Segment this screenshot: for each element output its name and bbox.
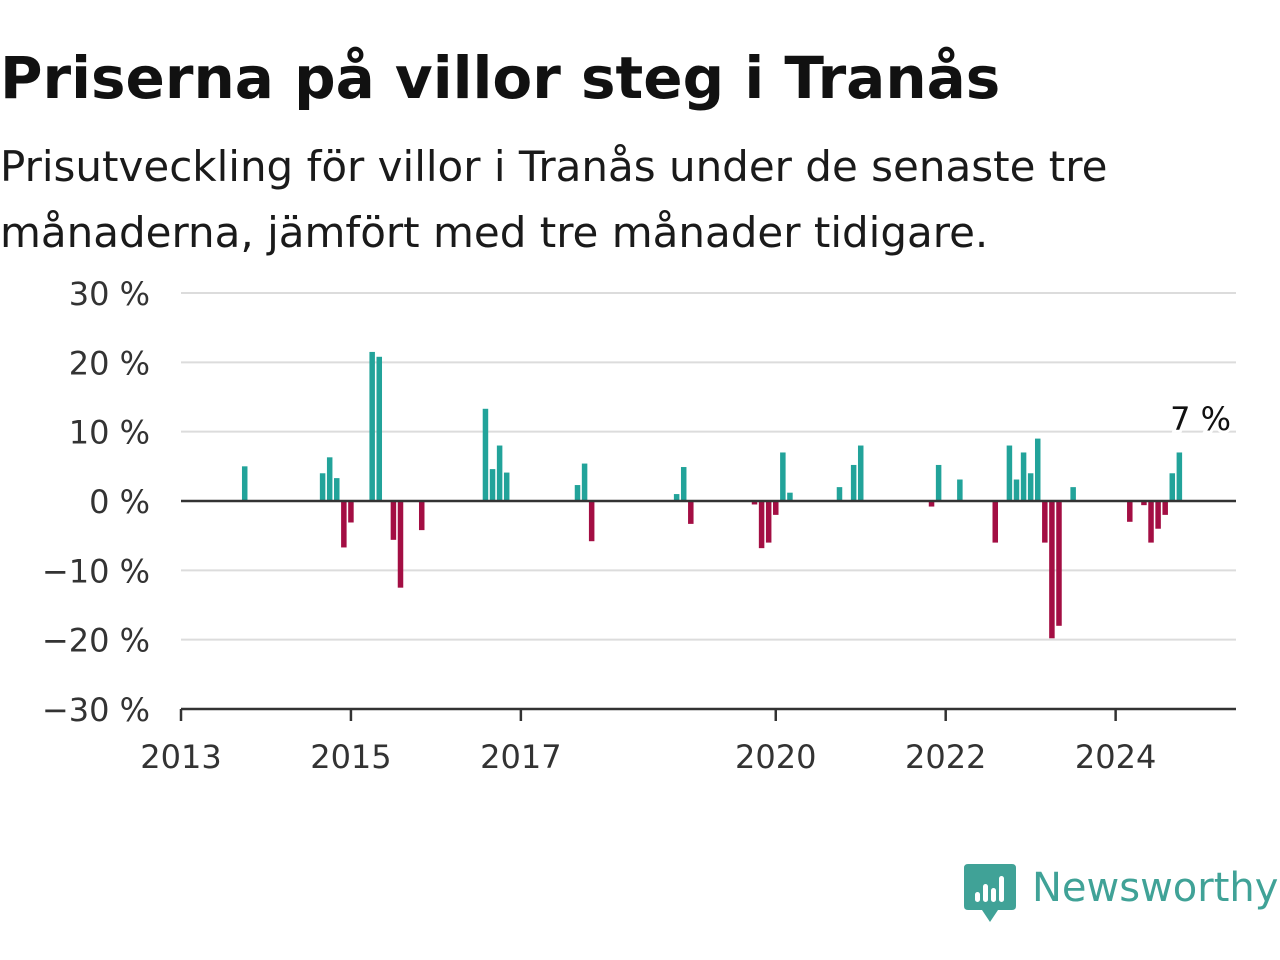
- newsworthy-logo-icon: [964, 864, 1016, 922]
- y-tick-label: −20 %: [42, 622, 150, 660]
- bar: [850, 464, 857, 501]
- bar: [935, 464, 942, 501]
- bar: [390, 501, 397, 540]
- bar: [348, 501, 354, 523]
- bar: [588, 501, 595, 542]
- bar: [341, 501, 347, 548]
- bar: [857, 445, 864, 501]
- bar: [1013, 479, 1020, 501]
- bar: [503, 472, 510, 501]
- bar: [957, 479, 963, 501]
- bar: [418, 501, 425, 531]
- bar: [326, 457, 333, 501]
- bar: [992, 501, 999, 543]
- y-tick-label: 20 %: [69, 344, 150, 382]
- bar: [773, 501, 779, 515]
- page-title: Priserna på villor steg i Tranås: [0, 44, 1001, 112]
- bar: [787, 492, 793, 501]
- bar: [1127, 501, 1133, 522]
- y-tick-label: 10 %: [69, 414, 150, 452]
- y-tick-label: −10 %: [42, 552, 150, 590]
- bar: [765, 501, 772, 543]
- latest-value-label: 7 %: [1170, 400, 1231, 438]
- bar: [751, 501, 758, 505]
- y-axis-tick-labels: 30 % 20 % 10 % 0 % −10 % −20 % −30 %: [42, 275, 150, 729]
- bar: [928, 501, 935, 507]
- bar: [397, 501, 404, 588]
- x-tick-label: 2020: [735, 738, 816, 776]
- x-tick-label: 2017: [480, 738, 561, 776]
- bar: [1056, 501, 1062, 626]
- brand-name: Newsworthy: [1032, 865, 1279, 911]
- bar: [1148, 501, 1154, 543]
- bar: [680, 467, 687, 501]
- bar: [758, 501, 765, 549]
- y-tick-label: 30 %: [69, 275, 150, 313]
- bar: [1049, 501, 1055, 639]
- bar: [496, 445, 503, 501]
- bar: [1042, 501, 1048, 543]
- bar: [1176, 452, 1183, 501]
- bar: [574, 485, 581, 501]
- bar: [1020, 452, 1027, 501]
- bar: [836, 487, 843, 501]
- bar: [369, 351, 375, 501]
- bar: [1141, 501, 1147, 506]
- x-tick-label: 2013: [140, 738, 221, 776]
- bar: [688, 501, 694, 524]
- bar: [376, 356, 383, 501]
- bar: [319, 473, 326, 501]
- x-tick-label: 2015: [310, 738, 391, 776]
- bar: [673, 494, 680, 501]
- bar: [1006, 445, 1013, 501]
- bar: [1169, 473, 1176, 501]
- x-axis: 2013 2015 2017 2020 2022 2024: [140, 707, 1236, 776]
- bar: [334, 478, 340, 501]
- bar: [581, 463, 588, 501]
- y-tick-label: 0 %: [89, 483, 150, 521]
- bars: [241, 351, 1183, 639]
- grid-lines: [181, 292, 1236, 641]
- bar: [1155, 501, 1161, 529]
- bar: [1070, 487, 1076, 501]
- bar: [241, 466, 248, 501]
- bar: [780, 452, 786, 501]
- bar: [489, 469, 496, 501]
- annotation: 7 %: [1167, 397, 1234, 441]
- bar: [1162, 501, 1168, 515]
- bar: [482, 408, 489, 501]
- x-tick-label: 2022: [905, 738, 986, 776]
- x-tick-label: 2024: [1075, 738, 1156, 776]
- bar: [1034, 438, 1041, 501]
- bar: [1027, 473, 1034, 501]
- y-tick-label: −30 %: [42, 691, 150, 729]
- brand-logo: Newsworthy: [964, 864, 1278, 928]
- page-subtitle: Prisutveckling för villor i Tranås under…: [0, 142, 1108, 257]
